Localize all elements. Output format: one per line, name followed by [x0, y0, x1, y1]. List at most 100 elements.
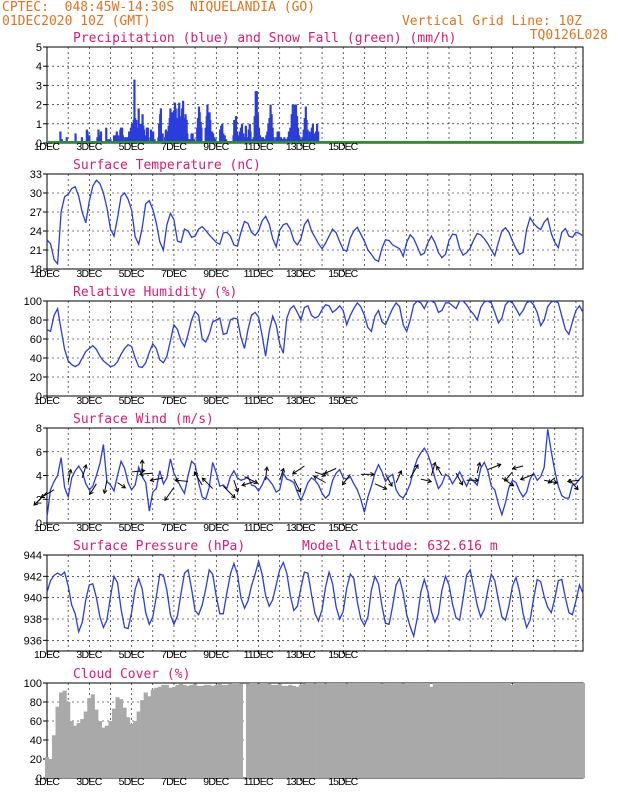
y-tick-label: 24	[30, 226, 42, 238]
cloud-column	[552, 683, 557, 778]
cloud-column	[140, 700, 145, 778]
x-tick-label: 3DEC	[76, 268, 102, 280]
wind-vector	[385, 474, 393, 487]
cloud-column	[55, 706, 60, 778]
cloud-column	[270, 684, 275, 778]
cloud-column	[111, 708, 117, 778]
x-tick-label: 9DEC	[203, 395, 229, 407]
precip-bar	[289, 127, 292, 143]
cloud-column	[365, 683, 370, 778]
cloud-column	[513, 683, 519, 778]
cloud-column	[59, 692, 64, 778]
cloud-column	[468, 683, 473, 778]
precip-bar	[186, 133, 189, 143]
y-tick-label: 2	[36, 100, 42, 112]
wind-arrowhead	[574, 485, 579, 491]
cloud-column	[535, 683, 540, 778]
wind-vector	[342, 474, 351, 486]
x-tick-label: 15DEC	[328, 141, 358, 153]
cloud-column	[528, 683, 533, 778]
cloud-column	[217, 683, 222, 778]
precip-bar	[121, 135, 124, 143]
series-line	[46, 300, 584, 369]
cloud-column	[327, 683, 332, 778]
wind-arrowhead	[414, 464, 419, 469]
cloud-column	[422, 683, 427, 778]
precip-bar	[105, 127, 108, 143]
y-tick-label: 21	[30, 245, 42, 257]
x-tick-label: 11DEC	[244, 776, 274, 788]
y-tick-label: 0	[36, 518, 42, 530]
y-tick-label: 100	[24, 296, 42, 308]
y-tick-label: 0	[36, 391, 42, 403]
precip-bar	[74, 133, 77, 143]
cloud-column	[228, 683, 233, 778]
x-tick-label: 1DEC	[34, 649, 60, 661]
wind-vector	[222, 485, 236, 499]
wind-arrowhead	[174, 477, 179, 483]
cloud-column	[154, 687, 159, 778]
cloud-column	[401, 683, 406, 778]
cloud-column	[450, 683, 455, 778]
cloud-column	[341, 683, 346, 778]
cloud-column	[485, 683, 490, 778]
series-line	[46, 179, 584, 266]
cloud-column	[464, 683, 469, 778]
x-tick-label: 1DEC	[34, 522, 60, 534]
wind-arrowhead	[139, 459, 145, 464]
cloud-column	[506, 683, 512, 778]
wind-arrowhead	[519, 476, 525, 481]
cloud-column	[316, 683, 321, 778]
x-tick-label: 11DEC	[244, 268, 274, 280]
wind-vector	[293, 478, 301, 493]
y-tick-label: 936	[24, 635, 42, 647]
cloud-column	[277, 683, 282, 778]
wind-arrowhead	[291, 469, 297, 475]
y-tick-label: 0	[36, 773, 42, 785]
wind-arrowhead	[458, 480, 464, 486]
wind-arrowhead	[296, 488, 302, 493]
cloud-column	[549, 683, 554, 778]
cloud-column	[196, 685, 201, 778]
wind-arrowhead	[496, 463, 502, 468]
precip-bar	[249, 131, 252, 143]
cloud-column	[256, 683, 261, 778]
precip-bar	[244, 125, 247, 143]
y-tick-label: 20	[30, 754, 42, 766]
y-tick-label: 80	[30, 315, 42, 327]
panel-3: 0 20 40 60 80 100 1DEC 3DEC 5DEC 7DEC 9DEC 11DEC 13D…	[24, 285, 584, 407]
wind-vector	[265, 467, 268, 481]
cloud-column	[429, 686, 434, 778]
cloud-column	[221, 684, 226, 778]
wind-vector	[175, 479, 189, 482]
wind-arrowhead	[234, 487, 240, 493]
cloud-column	[351, 683, 356, 778]
wind-vector	[164, 487, 175, 501]
cloud-column	[542, 683, 547, 778]
precip-bar	[86, 131, 89, 143]
wind-vector	[193, 471, 203, 486]
precip-bar	[240, 123, 244, 143]
plot-frame	[46, 46, 584, 144]
cloud-column	[126, 717, 131, 778]
y-tick-label: 0	[36, 138, 42, 150]
wind-vector	[512, 465, 524, 470]
wind-arrowhead	[382, 485, 388, 491]
panel-1: 0 1 2 3 4 5 1DEC 3DEC 5DEC 7DEC 9DEC 11DEC 13DEC 15DE…	[34, 31, 584, 153]
cloud-column	[394, 683, 399, 778]
cloud-column	[76, 722, 81, 778]
cloud-column	[83, 711, 88, 778]
cloud-column	[115, 697, 120, 778]
x-tick-label: 3DEC	[76, 649, 102, 661]
x-tick-label: 9DEC	[203, 776, 229, 788]
cloud-column	[203, 684, 208, 778]
cloud-column	[51, 735, 57, 778]
precip-bar	[237, 135, 240, 143]
cloud-column	[207, 684, 212, 778]
x-tick-label: 5DEC	[119, 141, 145, 153]
y-tick-label: 40	[30, 735, 42, 747]
cloud-column	[291, 685, 296, 778]
header-grid-note: Vertical Grid Line: 10Z	[401, 14, 582, 29]
wind-arrowhead	[427, 478, 433, 484]
x-tick-label: 1DEC	[34, 268, 60, 280]
